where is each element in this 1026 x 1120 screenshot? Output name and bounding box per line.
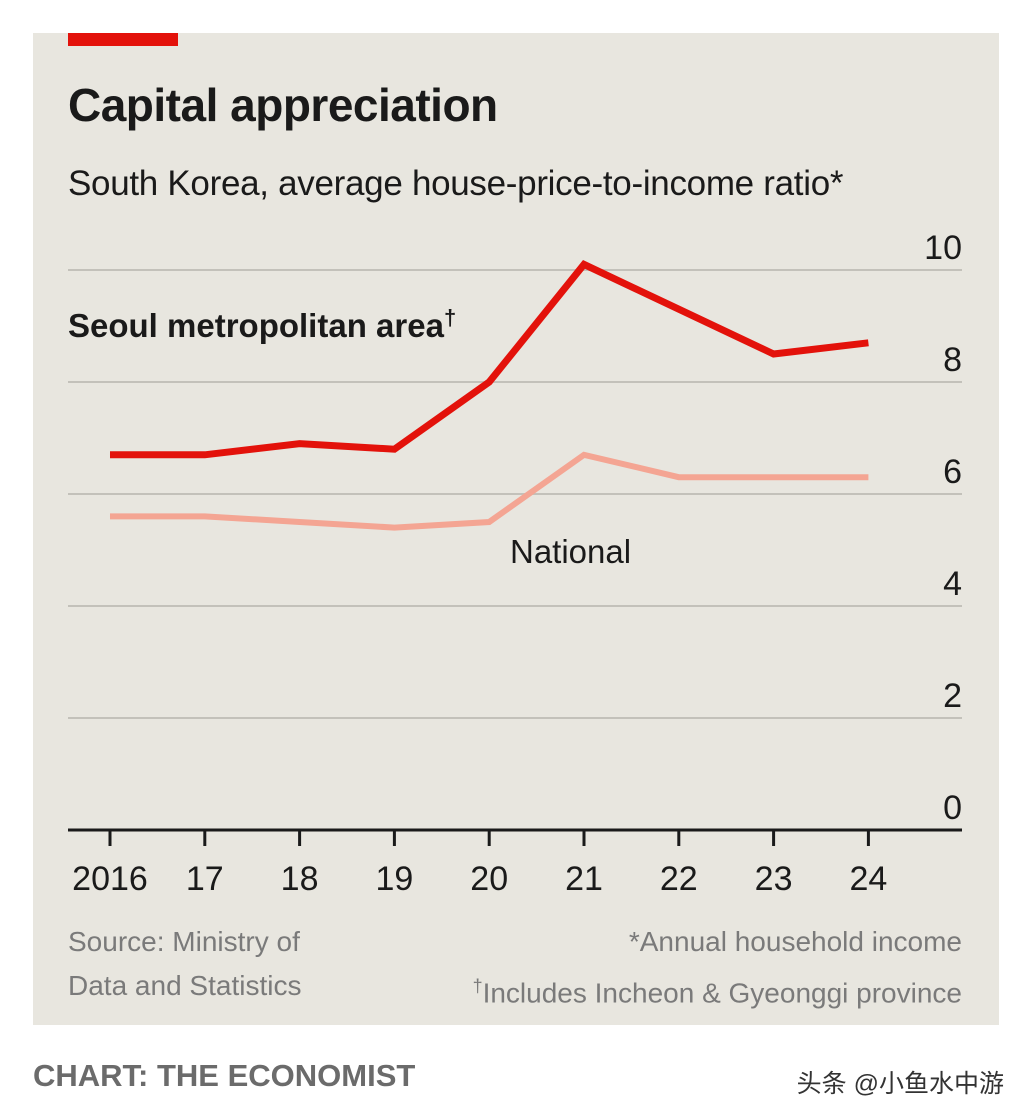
x-tick-label-18: 18	[281, 860, 319, 898]
series-label-national: National	[510, 533, 631, 570]
y-tick-label-2: 2	[943, 677, 962, 715]
chart-credit: CHART: THE ECONOMIST	[33, 1058, 416, 1093]
source-note: Source: Ministry of Data and Statistics	[68, 920, 301, 1008]
dagger-mark: †	[472, 976, 483, 996]
x-tick-label-22: 22	[660, 860, 698, 898]
chart-panel	[33, 33, 999, 1025]
x-tick-label-24: 24	[849, 860, 887, 898]
watermark: 头条 @小鱼水中游	[796, 1070, 1004, 1098]
series-label-seoul-dagger: †	[444, 305, 456, 330]
footnote-income: *Annual household income	[628, 926, 962, 957]
chart-title: Capital appreciation	[68, 79, 498, 131]
footnote-region: †Includes Incheon & Gyeonggi province	[473, 964, 962, 1015]
x-tick-label-23: 23	[755, 860, 793, 898]
footnotes: *Annual household income †Includes Inche…	[473, 920, 962, 1015]
source-line-2: Data and Statistics	[68, 970, 302, 1001]
y-tick-label-0: 0	[943, 789, 962, 827]
x-tick-label-21: 21	[565, 860, 603, 898]
source-line-1: Source: Ministry of	[68, 926, 300, 957]
x-tick-label-20: 20	[470, 860, 508, 898]
y-tick-label-10: 10	[924, 229, 962, 267]
chart-subtitle: South Korea, average house-price-to-inco…	[68, 164, 844, 203]
series-line-national	[110, 451, 869, 531]
x-tick-label-17: 17	[186, 860, 224, 898]
y-tick-label-4: 4	[943, 565, 962, 603]
y-tick-label-8: 8	[943, 341, 962, 379]
x-tick-label-2016: 2016	[72, 860, 148, 898]
y-tick-label-6: 6	[943, 453, 962, 491]
footnote-region-text: Includes Incheon & Gyeonggi province	[482, 977, 962, 1009]
x-tick-label-19: 19	[375, 860, 413, 898]
accent-bar	[68, 33, 178, 46]
series-label-seoul: Seoul metropolitan area†	[68, 305, 456, 344]
series-line-seoul	[110, 260, 869, 459]
